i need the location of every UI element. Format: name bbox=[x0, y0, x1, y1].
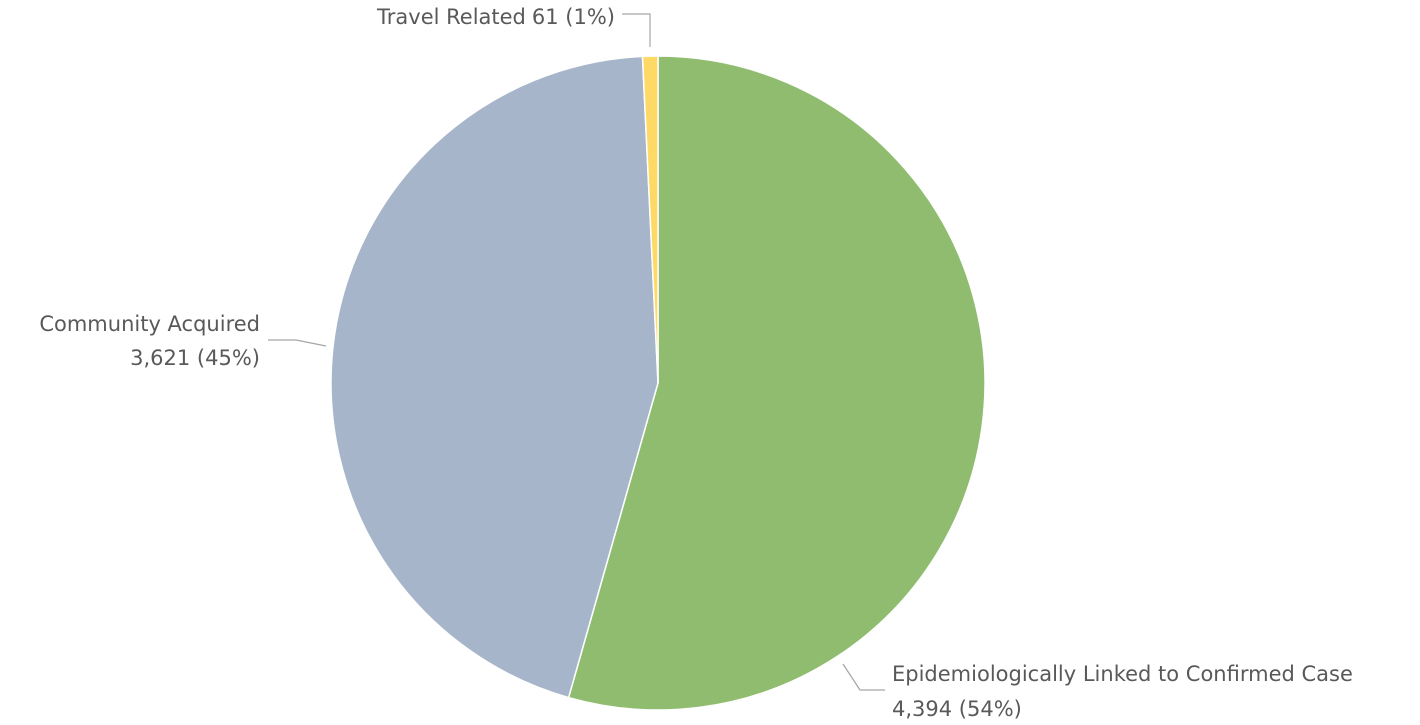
pie-slice bbox=[567, 55, 986, 711]
pie-slice bbox=[330, 55, 659, 699]
value-label: 3,621 (45%) bbox=[130, 346, 260, 370]
category-label: Travel Related bbox=[376, 5, 526, 29]
value-label: 61 (1%) bbox=[532, 5, 615, 29]
category-label: Community Acquired bbox=[39, 312, 260, 336]
leader-line bbox=[622, 13, 651, 47]
value-label: 4,394 (54%) bbox=[892, 697, 1022, 721]
leader-line bbox=[842, 663, 885, 691]
pie-slice bbox=[641, 55, 659, 384]
slice-label: Travel Related 61 (1%) bbox=[376, 5, 615, 29]
category-label: Epidemiologically Linked to Confirmed Ca… bbox=[892, 662, 1353, 686]
leader-line bbox=[268, 339, 327, 347]
